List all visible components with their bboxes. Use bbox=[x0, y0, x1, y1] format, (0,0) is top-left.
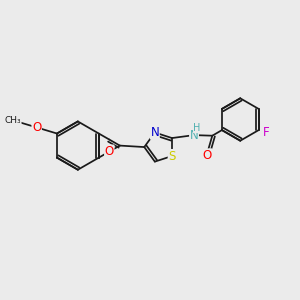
Text: O: O bbox=[32, 121, 41, 134]
Text: O: O bbox=[202, 149, 211, 162]
Text: O: O bbox=[105, 145, 114, 158]
Text: N: N bbox=[190, 129, 198, 142]
Text: H: H bbox=[193, 123, 201, 133]
Text: N: N bbox=[151, 126, 159, 139]
Text: S: S bbox=[168, 150, 175, 163]
Text: CH₃: CH₃ bbox=[4, 116, 21, 125]
Text: F: F bbox=[263, 126, 269, 139]
